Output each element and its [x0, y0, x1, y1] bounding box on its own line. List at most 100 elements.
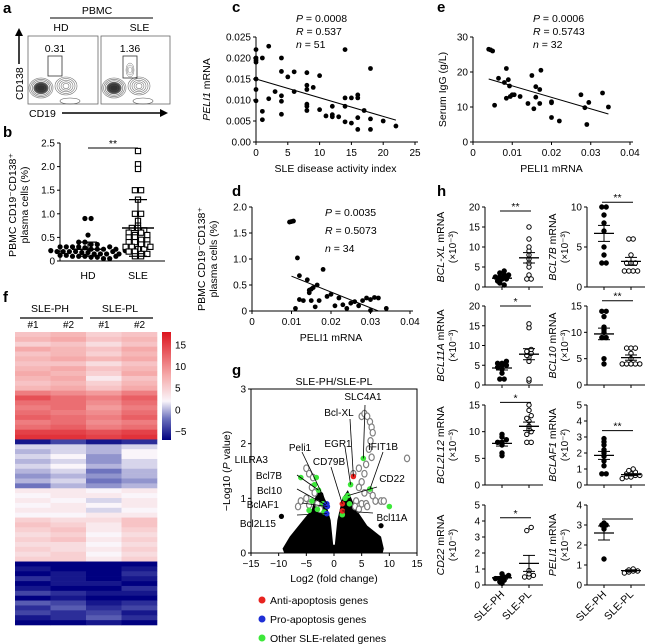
x-tick-label: 15	[411, 559, 423, 570]
data-point	[279, 111, 284, 117]
heatmap-cell	[121, 546, 158, 553]
data-point-sle	[137, 210, 145, 217]
data-point	[316, 298, 322, 303]
x-axis-title: SLE disease activity index	[275, 163, 398, 175]
data-point-ph	[497, 376, 503, 382]
heatmap-cell	[121, 385, 158, 391]
heatmap-cell	[50, 517, 87, 523]
heatmap-cell	[121, 473, 158, 479]
gene-label-leader	[342, 510, 374, 514]
data-point	[253, 98, 259, 104]
y-tick-label: 2.0	[233, 203, 247, 214]
data-point-pl	[619, 475, 625, 482]
significant-gene-point	[355, 483, 363, 492]
heatmap-cell	[86, 498, 122, 504]
heatmap-cell	[15, 463, 51, 470]
y-tick-label: 5	[474, 501, 480, 512]
significant-gene-point	[372, 497, 379, 505]
x-tick-label: 0.02	[542, 148, 562, 159]
pbmc-header: PBMC	[82, 5, 113, 17]
heatmap-cell	[50, 537, 87, 543]
data-point-hd	[107, 244, 113, 250]
data-point-pl	[621, 268, 628, 274]
heatmap-cell	[86, 468, 122, 474]
heatmap-cell	[86, 419, 122, 426]
heatmap-cell	[121, 336, 158, 343]
data-point-hd	[94, 254, 100, 260]
heatmap-cell	[86, 502, 122, 509]
data-point	[529, 73, 535, 78]
heatmap-cell	[50, 385, 87, 391]
data-point-pl	[628, 361, 634, 367]
y-axis-title: Serum IgG (g/L)	[437, 52, 449, 127]
heatmap-cell	[86, 585, 122, 592]
heatmap-cell	[121, 346, 158, 352]
heatmap-cell	[121, 415, 158, 421]
data-point-pl	[521, 574, 528, 580]
regression-line	[255, 78, 397, 121]
data-point-ph	[497, 270, 503, 276]
panel-f-heatmap	[15, 317, 171, 626]
data-point-pl	[524, 348, 530, 355]
heatmap-cell	[86, 444, 122, 450]
data-point-pl	[630, 466, 636, 472]
y-title-part: −Log10 (	[221, 469, 233, 511]
heatmap-cell	[50, 468, 87, 474]
panel-label-f: f	[3, 289, 9, 306]
heatmap-cell	[50, 605, 87, 611]
data-point	[368, 116, 373, 122]
other-gene-point	[360, 455, 367, 462]
heatmap-cell	[121, 517, 158, 523]
data-point-ph	[505, 272, 512, 278]
heatmap-cell	[15, 590, 51, 596]
data-point-ph	[599, 204, 605, 210]
heatmap-cell	[121, 366, 158, 372]
data-point-ph	[603, 471, 609, 477]
data-point-pl	[630, 268, 636, 274]
significant-gene-point	[294, 502, 302, 511]
heatmap-cell	[15, 380, 51, 387]
gene-label-leader	[301, 502, 328, 507]
data-point-hd	[110, 248, 116, 255]
heatmap-cell	[86, 439, 122, 445]
y-tick-label: 0.025	[226, 33, 251, 44]
heatmap-cell	[121, 478, 158, 484]
x-tick-label: 20	[378, 148, 390, 159]
heatmap-cell	[50, 498, 87, 504]
heatmap-cell	[121, 615, 158, 621]
heatmap-cell	[121, 419, 158, 426]
heatmap-cell	[86, 356, 122, 362]
y-title-part: PELI1	[547, 548, 559, 577]
panel-h-plot-1: BCL7B mRNA	[547, 201, 645, 290]
gene-label-leader	[296, 474, 319, 491]
y-tick-label: 2.0	[41, 162, 55, 173]
data-point	[312, 304, 318, 310]
gene-label: IFIT1B	[368, 442, 398, 453]
y-axis-title: PELI1 mRNA	[547, 514, 559, 576]
stat-value: = 0.537	[304, 26, 342, 38]
data-point	[490, 48, 496, 54]
y-tick-label: 10	[571, 203, 583, 214]
y-tick-label: 3	[576, 521, 582, 532]
data-point-hd	[88, 241, 94, 248]
heatmap-cell	[50, 439, 87, 445]
legend-swatch	[258, 634, 266, 642]
y-tick-label: 0	[576, 581, 582, 592]
heatmap-cell	[50, 600, 87, 606]
heatmap-cell	[86, 415, 122, 421]
data-point-pl	[528, 524, 534, 531]
y-title-part: mRNA	[547, 213, 559, 247]
data-point	[393, 123, 399, 129]
heatmap-cell	[15, 356, 51, 362]
heatmap-cell	[50, 512, 87, 518]
heatmap-cell	[86, 610, 122, 616]
heatmap-cell	[15, 493, 51, 499]
gene-label: Peli1	[289, 443, 312, 454]
stat-P: P = 0.0035	[325, 207, 376, 219]
y-axis-title: plasma cells (%)	[19, 166, 31, 243]
y-axis-title: BCL2L12 mRNA	[435, 406, 447, 484]
gene-label-leader	[344, 446, 351, 485]
stat-value: = 34	[331, 243, 355, 255]
significance-stars: **	[613, 291, 621, 303]
data-point-pl	[530, 572, 537, 579]
